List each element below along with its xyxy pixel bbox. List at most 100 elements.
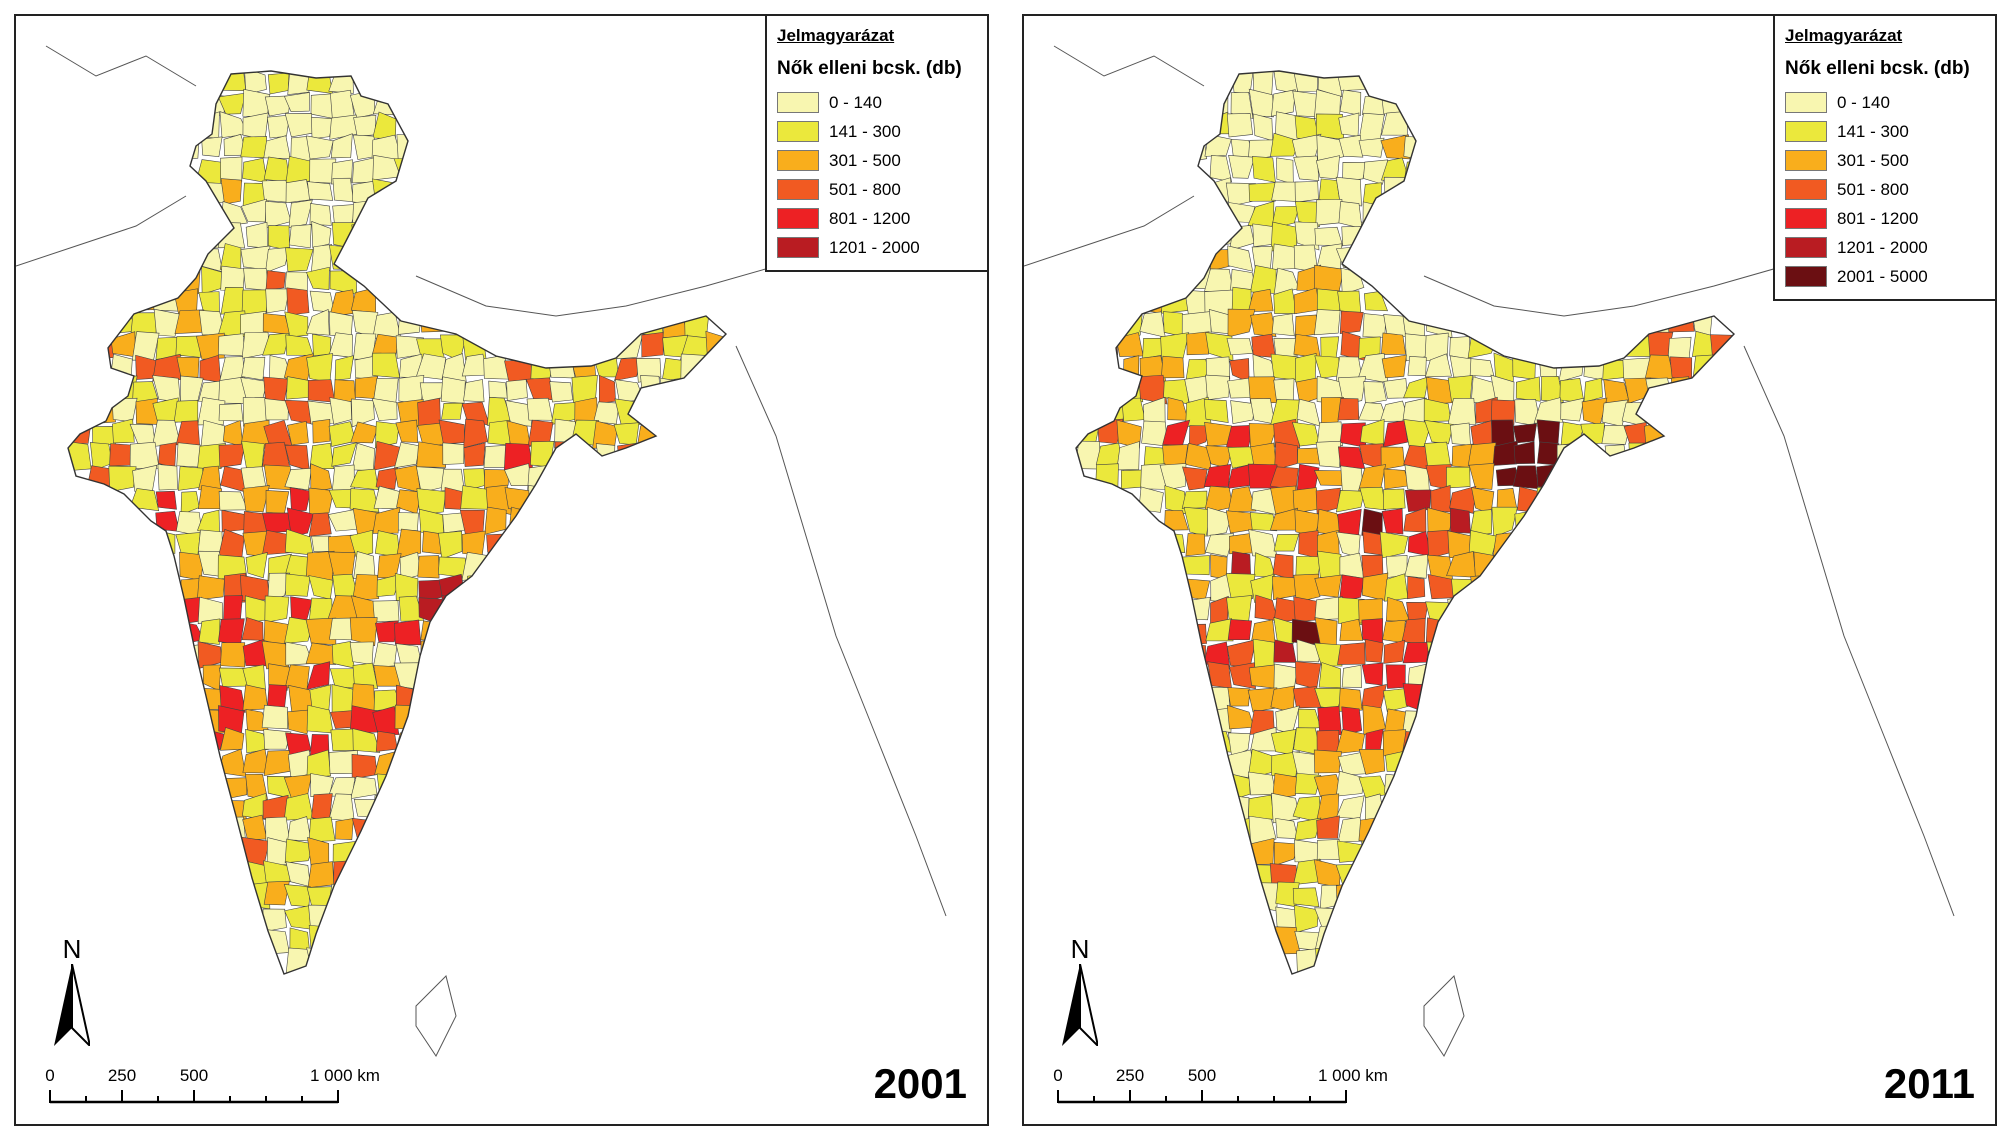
district-polygon bbox=[1248, 529, 1278, 558]
legend-item: 801 - 1200 bbox=[777, 204, 977, 233]
district-polygon bbox=[309, 290, 335, 313]
district-polygon bbox=[1380, 446, 1405, 471]
district-polygon bbox=[200, 111, 220, 139]
district-polygon bbox=[285, 179, 311, 204]
district-polygon bbox=[376, 773, 401, 797]
district-polygon bbox=[351, 398, 375, 428]
district-polygon bbox=[264, 398, 289, 421]
district-polygon bbox=[1338, 687, 1363, 712]
district-polygon bbox=[1385, 664, 1406, 689]
district-polygon bbox=[1318, 662, 1341, 689]
district-polygon bbox=[1204, 533, 1235, 557]
scale-label-1000: 1 000 km bbox=[1318, 1066, 1388, 1085]
district-polygon bbox=[331, 442, 357, 467]
district-polygon bbox=[395, 643, 422, 664]
district-polygon bbox=[463, 442, 486, 467]
district-polygon bbox=[1227, 687, 1251, 707]
district-polygon bbox=[394, 704, 419, 730]
district-polygon bbox=[331, 684, 355, 713]
district-polygon bbox=[241, 356, 266, 381]
district-polygon bbox=[1293, 287, 1320, 315]
district-polygon bbox=[420, 639, 446, 668]
district-mosaic bbox=[68, 71, 726, 974]
district-polygon bbox=[263, 750, 292, 777]
district-polygon bbox=[398, 595, 425, 622]
legend-item: 141 - 300 bbox=[1785, 117, 1985, 146]
district-polygon bbox=[110, 331, 136, 358]
district-polygon bbox=[351, 221, 375, 246]
district-polygon bbox=[173, 399, 199, 423]
district-polygon bbox=[309, 203, 332, 226]
district-polygon bbox=[1342, 161, 1367, 182]
district-polygon bbox=[1361, 684, 1387, 709]
district-polygon bbox=[1208, 224, 1233, 248]
district-polygon bbox=[1314, 642, 1343, 667]
district-polygon bbox=[240, 245, 271, 271]
district-polygon bbox=[285, 334, 314, 356]
district-polygon bbox=[155, 490, 177, 510]
legend-swatch bbox=[1785, 266, 1827, 287]
district-polygon bbox=[155, 510, 180, 532]
district-polygon bbox=[614, 357, 642, 382]
district-polygon bbox=[198, 182, 226, 206]
district-polygon bbox=[1293, 839, 1322, 863]
district-polygon bbox=[1186, 138, 1208, 163]
district-polygon bbox=[196, 575, 225, 601]
district-polygon bbox=[1558, 356, 1585, 383]
district-polygon bbox=[92, 426, 116, 446]
district-polygon bbox=[240, 198, 267, 223]
district-polygon bbox=[1541, 376, 1564, 403]
district-polygon bbox=[1335, 176, 1362, 207]
district-polygon bbox=[1295, 353, 1317, 383]
district-polygon bbox=[1314, 226, 1344, 247]
district-polygon bbox=[265, 288, 290, 314]
district-polygon bbox=[1313, 749, 1342, 774]
district-polygon bbox=[375, 467, 398, 490]
map-panel-2001: Jelmagyarázat Nők elleni bcsk. (db) 0 - … bbox=[14, 14, 989, 1126]
district-polygon bbox=[1123, 355, 1140, 381]
district-polygon bbox=[175, 335, 202, 358]
district-polygon bbox=[1270, 132, 1300, 157]
district-polygon bbox=[334, 355, 354, 381]
district-polygon bbox=[180, 491, 200, 515]
district-polygon bbox=[305, 266, 330, 290]
district-polygon bbox=[285, 528, 314, 556]
district-polygon bbox=[1384, 773, 1410, 795]
district-polygon bbox=[1449, 485, 1477, 514]
district-polygon bbox=[218, 491, 248, 511]
district-polygon bbox=[1181, 490, 1208, 509]
district-polygon bbox=[1205, 71, 1232, 97]
district-polygon bbox=[1407, 576, 1426, 600]
district-polygon bbox=[1269, 466, 1299, 491]
district-polygon bbox=[1407, 662, 1432, 688]
district-polygon bbox=[1159, 463, 1187, 491]
district-polygon bbox=[1469, 358, 1495, 378]
district-polygon bbox=[1341, 664, 1362, 688]
district-polygon bbox=[1402, 683, 1428, 714]
scale-bar: 0 250 500 1 000 km bbox=[1050, 1066, 1390, 1116]
district-polygon bbox=[1271, 313, 1295, 337]
district-polygon bbox=[1316, 793, 1340, 821]
district-polygon bbox=[287, 709, 314, 735]
district-polygon bbox=[220, 178, 242, 205]
district-polygon bbox=[218, 777, 248, 801]
district-polygon bbox=[132, 381, 159, 403]
district-polygon bbox=[1271, 89, 1296, 117]
district-polygon bbox=[1363, 159, 1389, 185]
legend-label: 2001 - 5000 bbox=[1837, 266, 1928, 286]
district-polygon bbox=[283, 884, 311, 907]
legend-subtitle: Nők elleni bcsk. (db) bbox=[1785, 58, 1970, 79]
india-district-map-2001 bbox=[16, 45, 947, 1057]
district-polygon bbox=[1276, 157, 1294, 185]
district-polygon bbox=[198, 618, 221, 645]
district-polygon bbox=[592, 353, 620, 378]
district-polygon bbox=[265, 270, 286, 291]
district-polygon bbox=[486, 533, 512, 557]
district-polygon bbox=[218, 403, 244, 422]
district-polygon bbox=[261, 179, 293, 203]
legend-swatch bbox=[1785, 208, 1827, 229]
district-polygon bbox=[202, 664, 222, 692]
district-polygon bbox=[1248, 182, 1277, 202]
district-polygon bbox=[376, 573, 402, 597]
district-polygon bbox=[240, 136, 268, 159]
